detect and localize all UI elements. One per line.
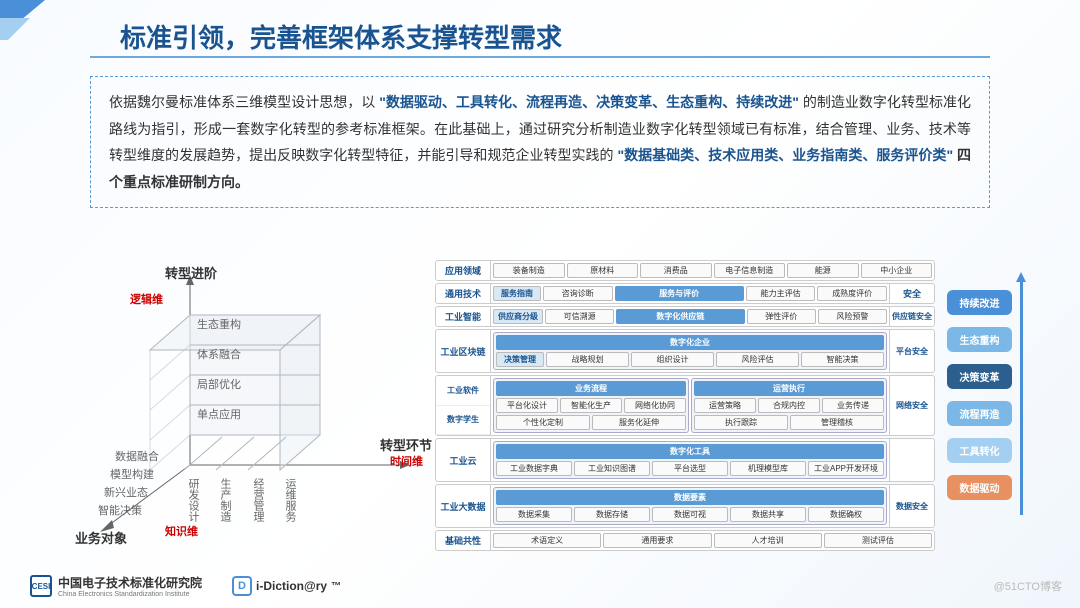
fw-tag: 风险预警 [818, 309, 887, 324]
cube-diagram: 转型进阶 逻辑维 转型环节 时间维 业务对象 知识维 生态重构 体系融合 局部优… [70, 260, 450, 560]
fw-tag: 能源 [787, 263, 859, 278]
fw-tag: 数字化供应链 [616, 309, 744, 324]
fw-tag: 业务传递 [822, 398, 884, 413]
fw-tag: 可信溯源 [545, 309, 614, 324]
fw-tag: 数字化工具 [496, 444, 884, 459]
stage-pill: 生态重构 [947, 327, 1012, 352]
fw-tag: 装备制造 [493, 263, 565, 278]
fw-tag: 数字化企业 [496, 335, 884, 350]
fw-tag: 平台选型 [652, 461, 728, 476]
svg-text:局部优化: 局部优化 [197, 377, 241, 391]
svg-text:智能决策: 智能决策 [98, 503, 142, 517]
fw-tag: 消费品 [640, 263, 712, 278]
stage-pill: 流程再造 [947, 401, 1012, 426]
title-underline [90, 56, 990, 58]
fw-tag: 智能化生产 [560, 398, 622, 413]
fw-tag: 管理稽核 [790, 415, 884, 430]
svg-text:运维服务: 运维服务 [284, 478, 297, 522]
fw-tag: 运营策略 [694, 398, 756, 413]
svg-text:模型构建: 模型构建 [110, 467, 154, 481]
fw-tag: 数据采集 [496, 507, 572, 522]
stage-pills: 持续改进生态重构决策变革流程再造工具转化数据驱动 [947, 290, 1012, 500]
org-name-en: China Electronics Standardization Instit… [58, 591, 202, 598]
svg-text:新兴业态: 新兴业态 [104, 485, 148, 499]
fw-tag: 风险评估 [716, 352, 799, 367]
desc-text: 依据魏尔曼标准体系三维模型设计思想，以 [109, 94, 375, 110]
svg-text:生态重构: 生态重构 [197, 317, 241, 331]
idictionary-logo: D i-Diction@ry ™ [232, 576, 341, 596]
fw-tag: 成熟度评价 [817, 286, 887, 301]
fw-tag: 数据确权 [808, 507, 884, 522]
fw-tag: 测试评估 [824, 533, 932, 548]
fw-left: 通用技术 [436, 284, 491, 303]
footer: CESI 中国电子技术标准化研究院 China Electronics Stan… [30, 574, 341, 598]
svg-text:转型进阶: 转型进阶 [165, 266, 218, 281]
fw-tag: 个性化定制 [496, 415, 590, 430]
fw-tag: 平台化设计 [496, 398, 558, 413]
watermark: @51CTO博客 [994, 578, 1062, 594]
cesi-logo: CESI 中国电子技术标准化研究院 China Electronics Stan… [30, 574, 202, 598]
fw-tag: 战略规划 [546, 352, 629, 367]
desc-highlight-2: "数据基础类、技术应用类、业务指南类、服务评价类" [617, 147, 953, 163]
fw-tag: 弹性评价 [747, 309, 816, 324]
fw-tag: 数据要素 [496, 490, 884, 505]
svg-text:生产制造: 生产制造 [219, 477, 232, 522]
page-title: 标准引领，完善框架体系支撑转型需求 [120, 18, 562, 55]
fw-tag: 业务流程 [496, 381, 686, 396]
framework-grid: 应用领域装备制造原材料消费品电子信息制造能源中小企业通用技术服务指南咨询诊断服务… [435, 260, 935, 553]
svg-text:单点应用: 单点应用 [197, 407, 241, 421]
fw-tag: 人才培训 [714, 533, 822, 548]
fw-tag: 机理模型库 [730, 461, 806, 476]
fw-left: 应用领域 [436, 261, 491, 280]
fw-tag: 服务化延伸 [592, 415, 686, 430]
description: 依据魏尔曼标准体系三维模型设计思想，以 "数据驱动、工具转化、流程再造、决策变革… [90, 76, 990, 208]
fw-tag: 数据共享 [730, 507, 806, 522]
idict-badge: D [232, 576, 252, 596]
corner-accent [0, 0, 60, 40]
fw-tag: 电子信息制造 [714, 263, 786, 278]
fw-tag: 术语定义 [493, 533, 601, 548]
svg-text:时间维: 时间维 [390, 454, 423, 468]
fw-tag: 决策管理 [496, 352, 544, 367]
stage-pill: 工具转化 [947, 438, 1012, 463]
org-name-cn: 中国电子技术标准化研究院 [58, 574, 202, 591]
svg-text:知识维: 知识维 [164, 524, 198, 538]
svg-text:数据融合: 数据融合 [115, 449, 159, 463]
fw-tag: 供应商分级 [493, 309, 543, 324]
fw-tag: 工业APP开发环境 [808, 461, 884, 476]
fw-tag: 服务与评价 [615, 286, 744, 301]
fw-tag: 智能决策 [801, 352, 884, 367]
fw-tag: 原材料 [567, 263, 639, 278]
fw-tag: 咨询诊断 [543, 286, 613, 301]
fw-tag: 数据可视 [652, 507, 728, 522]
fw-tag: 中小企业 [861, 263, 933, 278]
desc-highlight-1: "数据驱动、工具转化、流程再造、决策变革、生态重构、持续改进" [379, 94, 799, 110]
fw-tag: 执行跟踪 [694, 415, 788, 430]
svg-text:体系融合: 体系融合 [197, 347, 241, 361]
stage-pill: 持续改进 [947, 290, 1012, 315]
fw-tag: 合规内控 [758, 398, 820, 413]
fw-tag: 能力主评估 [746, 286, 816, 301]
stage-pill: 决策变革 [947, 364, 1012, 389]
fw-tag: 组织设计 [631, 352, 714, 367]
fw-tag: 工业知识图谱 [574, 461, 650, 476]
svg-text:逻辑维: 逻辑维 [130, 292, 163, 306]
cesi-badge: CESI [30, 575, 52, 597]
fw-tag: 通用要求 [603, 533, 711, 548]
svg-text:业务对象: 业务对象 [75, 531, 127, 546]
fw-tag: 工业数据字典 [496, 461, 572, 476]
slide: 标准引领，完善框架体系支撑转型需求 依据魏尔曼标准体系三维模型设计思想，以 "数… [0, 0, 1080, 608]
stage-pill: 数据驱动 [947, 475, 1012, 500]
progress-arrow [1020, 280, 1023, 515]
fw-tag: 服务指南 [493, 286, 541, 301]
fw-tag: 运营执行 [694, 381, 884, 396]
svg-text:转型环节: 转型环节 [380, 438, 432, 453]
fw-left: 工业智能 [436, 307, 491, 326]
fw-tag: 数据存储 [574, 507, 650, 522]
svg-text:经营管理: 经营管理 [252, 478, 265, 522]
svg-text:研发设计: 研发设计 [187, 478, 200, 523]
fw-tag: 网络化协同 [624, 398, 686, 413]
